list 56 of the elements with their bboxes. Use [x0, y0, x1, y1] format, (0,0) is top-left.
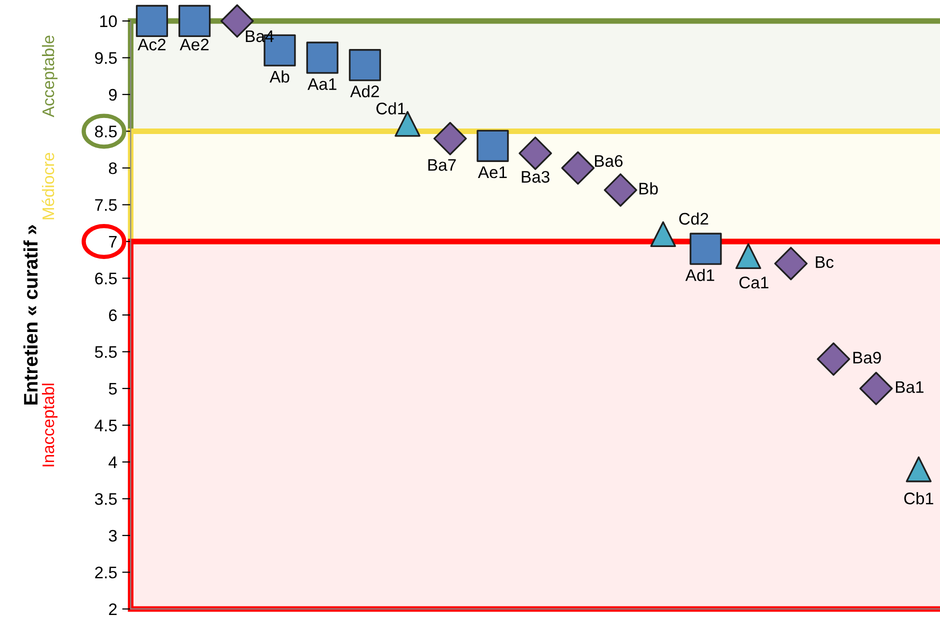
point: [690, 232, 722, 265]
annotation: Ba3: [522, 170, 550, 183]
annotation: Ba6: [595, 155, 623, 167]
annotation: Ba9: [853, 352, 881, 364]
point: [433, 122, 467, 156]
point: [859, 372, 893, 406]
annotation: Ab: [270, 70, 290, 83]
y-tick-label: 8.5: [95, 126, 117, 138]
point: [604, 173, 638, 207]
annotation: Ca1: [739, 276, 768, 288]
y-tick-label: 6: [109, 309, 117, 322]
y-tick-label: 7.5: [95, 199, 117, 211]
annotation: Ba1: [896, 381, 924, 393]
annotation: Ad1: [685, 268, 714, 282]
point: [136, 4, 168, 38]
annotation: Bc: [816, 256, 834, 268]
point: [306, 42, 338, 74]
point: [906, 456, 932, 482]
point: [735, 243, 762, 270]
band-label: Inacceptabl: [42, 384, 58, 466]
y-axis-title: Entretien « curatif »: [23, 225, 38, 404]
y-tick-label: 4: [108, 456, 117, 468]
y-tick-label: 8: [108, 162, 117, 174]
y-tick-label: 9.5: [95, 52, 117, 64]
y-tick-label: 3: [108, 530, 117, 542]
point: [774, 246, 808, 280]
annotation: Ac2: [138, 38, 166, 50]
y-tick-label: 2: [109, 603, 117, 616]
y-tick-label: 10: [100, 15, 117, 28]
annotation: Ba4: [246, 30, 274, 42]
band-label: Acceptable: [42, 36, 58, 118]
annotation: Ba7: [428, 159, 456, 171]
y-tick-label: 5: [108, 383, 117, 395]
y-tick-label: 6.5: [95, 272, 117, 284]
band-label: Médiocre: [42, 152, 54, 220]
y-tick-label: 4.5: [94, 420, 117, 432]
y-tick-label: 7: [109, 236, 117, 248]
y-tick-label: 9: [108, 88, 117, 101]
annotation: Bb: [639, 182, 658, 194]
y-tick-label: 3.5: [94, 493, 117, 505]
annotation: Ae2: [180, 38, 209, 50]
annotation: Cb1: [904, 492, 934, 504]
annotation: Cd1: [376, 102, 406, 114]
annotation: Cd2: [679, 212, 708, 225]
point: [178, 4, 211, 38]
point: [476, 130, 509, 162]
y-tick-label: 2.5: [95, 566, 117, 578]
point: [518, 136, 552, 170]
annotation: Ad2: [350, 85, 379, 98]
point: [561, 151, 595, 185]
point: [348, 49, 381, 82]
y-tick-label: 5.5: [94, 346, 117, 358]
point: [816, 342, 850, 376]
annotation: Ae1: [478, 166, 507, 178]
point: [650, 221, 676, 247]
annotation: Aa1: [308, 78, 336, 90]
